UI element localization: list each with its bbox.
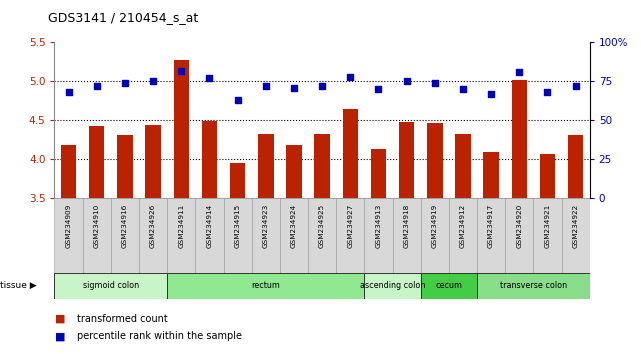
Bar — [342, 109, 358, 198]
Bar — [568, 135, 583, 198]
Bar — [308, 198, 336, 273]
Text: GSM234925: GSM234925 — [319, 204, 325, 249]
Point — [63, 90, 74, 95]
Text: GSM234927: GSM234927 — [347, 204, 353, 249]
Point — [373, 86, 383, 92]
Text: GSM234920: GSM234920 — [516, 204, 522, 249]
Point — [261, 83, 271, 89]
Text: GSM234919: GSM234919 — [432, 204, 438, 249]
Point — [120, 80, 130, 86]
Bar — [146, 125, 161, 198]
Bar — [117, 135, 133, 198]
Bar — [427, 123, 442, 198]
Text: GSM234909: GSM234909 — [65, 204, 72, 249]
Bar — [505, 198, 533, 273]
Point — [429, 80, 440, 86]
Bar — [477, 273, 590, 299]
Text: GSM234921: GSM234921 — [544, 204, 551, 249]
Text: GSM234926: GSM234926 — [150, 204, 156, 249]
Text: GSM234912: GSM234912 — [460, 204, 466, 249]
Bar — [174, 61, 189, 198]
Bar — [230, 163, 246, 198]
Text: GSM234910: GSM234910 — [94, 204, 100, 249]
Bar — [252, 198, 280, 273]
Point — [345, 74, 355, 80]
Text: ■: ■ — [54, 314, 65, 324]
Point — [458, 86, 468, 92]
Bar — [512, 80, 527, 198]
Bar — [364, 273, 420, 299]
Point — [148, 79, 158, 84]
Text: GSM234924: GSM234924 — [291, 204, 297, 249]
Bar — [202, 121, 217, 198]
Text: GSM234915: GSM234915 — [235, 204, 240, 249]
Text: rectum: rectum — [251, 281, 280, 290]
Bar — [83, 198, 111, 273]
Point — [92, 83, 102, 89]
Bar — [455, 133, 470, 198]
Point — [317, 83, 328, 89]
Bar — [286, 144, 302, 198]
Bar — [392, 198, 420, 273]
Bar — [477, 198, 505, 273]
Text: GDS3141 / 210454_s_at: GDS3141 / 210454_s_at — [48, 11, 198, 24]
Text: transverse colon: transverse colon — [500, 281, 567, 290]
Bar — [420, 273, 477, 299]
Bar — [364, 198, 392, 273]
Bar — [280, 198, 308, 273]
Bar — [54, 273, 167, 299]
Text: GSM234917: GSM234917 — [488, 204, 494, 249]
Bar — [224, 198, 252, 273]
Point — [514, 69, 524, 75]
Bar — [562, 198, 590, 273]
Bar — [420, 198, 449, 273]
Point — [204, 75, 215, 81]
Bar — [167, 273, 364, 299]
Bar — [258, 133, 274, 198]
Bar — [111, 198, 139, 273]
Text: GSM234916: GSM234916 — [122, 204, 128, 249]
Bar — [196, 198, 224, 273]
Text: cecum: cecum — [435, 281, 462, 290]
Bar — [449, 198, 477, 273]
Text: GSM234922: GSM234922 — [572, 204, 579, 249]
Bar — [483, 152, 499, 198]
Point — [486, 91, 496, 97]
Point — [542, 90, 553, 95]
Bar — [139, 198, 167, 273]
Text: ■: ■ — [54, 331, 65, 341]
Text: transformed count: transformed count — [77, 314, 168, 324]
Bar — [54, 198, 83, 273]
Point — [401, 79, 412, 84]
Text: sigmoid colon: sigmoid colon — [83, 281, 139, 290]
Text: GSM234913: GSM234913 — [376, 204, 381, 249]
Bar — [314, 133, 330, 198]
Point — [289, 85, 299, 91]
Bar — [336, 198, 364, 273]
Text: GSM234923: GSM234923 — [263, 204, 269, 249]
Text: ascending colon: ascending colon — [360, 281, 425, 290]
Bar — [399, 122, 414, 198]
Point — [233, 97, 243, 103]
Bar — [533, 198, 562, 273]
Text: tissue ▶: tissue ▶ — [0, 281, 37, 290]
Point — [176, 68, 187, 73]
Bar — [89, 126, 104, 198]
Bar — [61, 145, 76, 198]
Text: GSM234914: GSM234914 — [206, 204, 212, 249]
Text: GSM234911: GSM234911 — [178, 204, 184, 249]
Bar — [540, 154, 555, 198]
Bar — [167, 198, 196, 273]
Point — [570, 83, 581, 89]
Text: percentile rank within the sample: percentile rank within the sample — [77, 331, 242, 341]
Bar — [370, 149, 386, 198]
Text: GSM234918: GSM234918 — [404, 204, 410, 249]
